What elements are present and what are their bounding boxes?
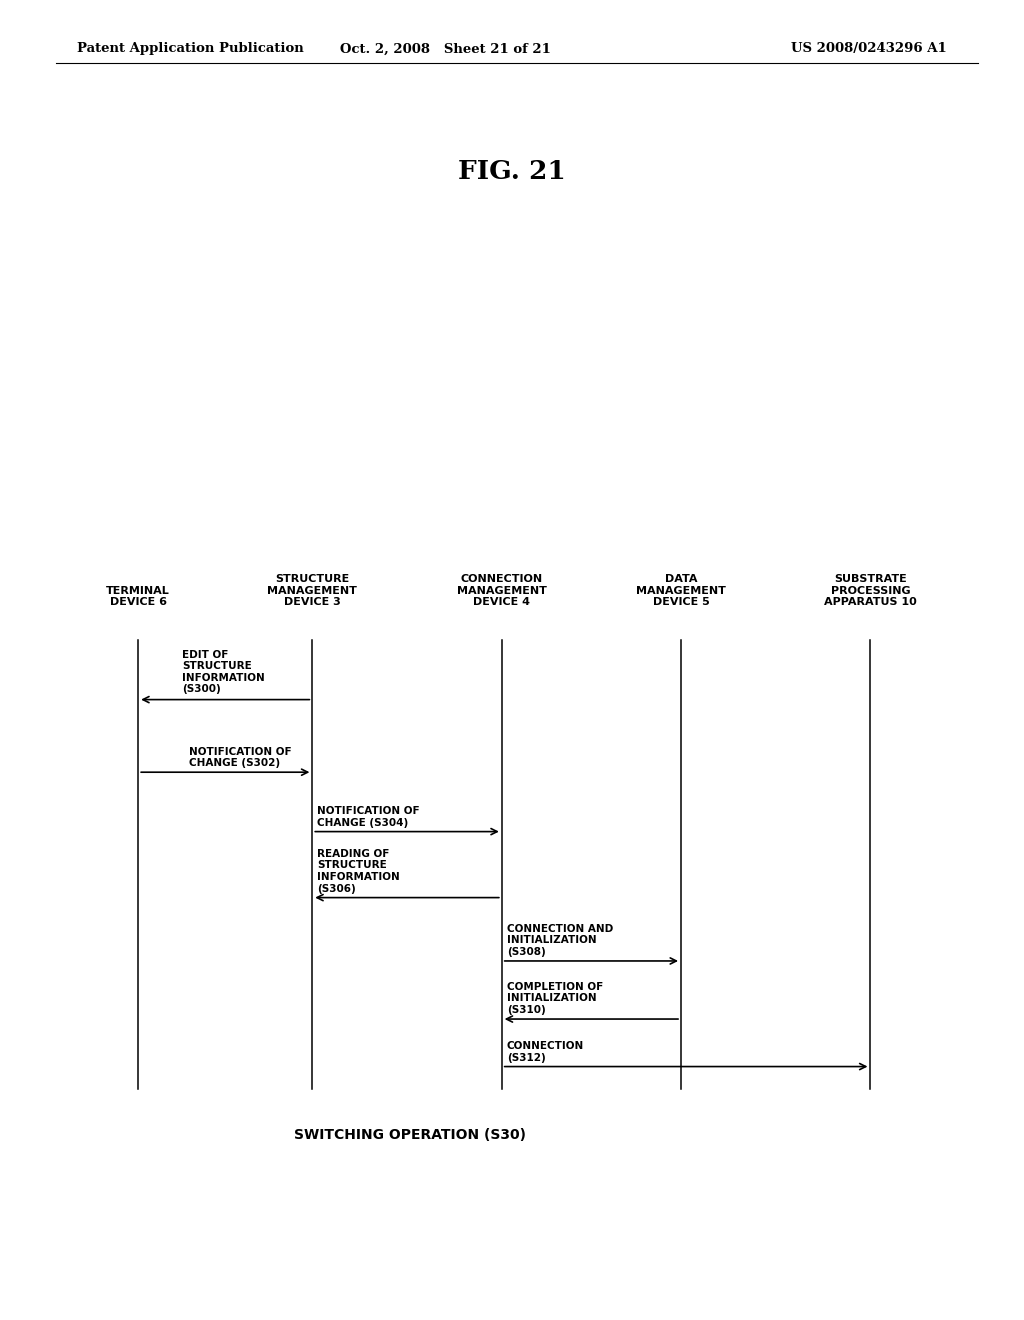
Text: CONNECTION AND
INITIALIZATION
(S308): CONNECTION AND INITIALIZATION (S308) bbox=[507, 924, 613, 957]
Text: Oct. 2, 2008   Sheet 21 of 21: Oct. 2, 2008 Sheet 21 of 21 bbox=[340, 42, 551, 55]
Text: CONNECTION
MANAGEMENT
DEVICE 4: CONNECTION MANAGEMENT DEVICE 4 bbox=[457, 574, 547, 607]
Text: EDIT OF
STRUCTURE
INFORMATION
(S300): EDIT OF STRUCTURE INFORMATION (S300) bbox=[182, 649, 264, 694]
Text: NOTIFICATION OF
CHANGE (S304): NOTIFICATION OF CHANGE (S304) bbox=[317, 807, 420, 828]
Text: NOTIFICATION OF
CHANGE (S302): NOTIFICATION OF CHANGE (S302) bbox=[189, 747, 292, 768]
Text: CONNECTION
(S312): CONNECTION (S312) bbox=[507, 1041, 584, 1063]
Text: SWITCHING OPERATION (S30): SWITCHING OPERATION (S30) bbox=[294, 1129, 525, 1142]
Text: COMPLETION OF
INITIALIZATION
(S310): COMPLETION OF INITIALIZATION (S310) bbox=[507, 982, 603, 1015]
Text: STRUCTURE
MANAGEMENT
DEVICE 3: STRUCTURE MANAGEMENT DEVICE 3 bbox=[267, 574, 357, 607]
Text: TERMINAL
DEVICE 6: TERMINAL DEVICE 6 bbox=[106, 586, 170, 607]
Text: US 2008/0243296 A1: US 2008/0243296 A1 bbox=[792, 42, 947, 55]
Text: DATA
MANAGEMENT
DEVICE 5: DATA MANAGEMENT DEVICE 5 bbox=[636, 574, 726, 607]
Text: READING OF
STRUCTURE
INFORMATION
(S306): READING OF STRUCTURE INFORMATION (S306) bbox=[317, 849, 400, 894]
Text: Patent Application Publication: Patent Application Publication bbox=[77, 42, 303, 55]
Text: FIG. 21: FIG. 21 bbox=[458, 160, 566, 183]
Text: SUBSTRATE
PROCESSING
APPARATUS 10: SUBSTRATE PROCESSING APPARATUS 10 bbox=[824, 574, 916, 607]
